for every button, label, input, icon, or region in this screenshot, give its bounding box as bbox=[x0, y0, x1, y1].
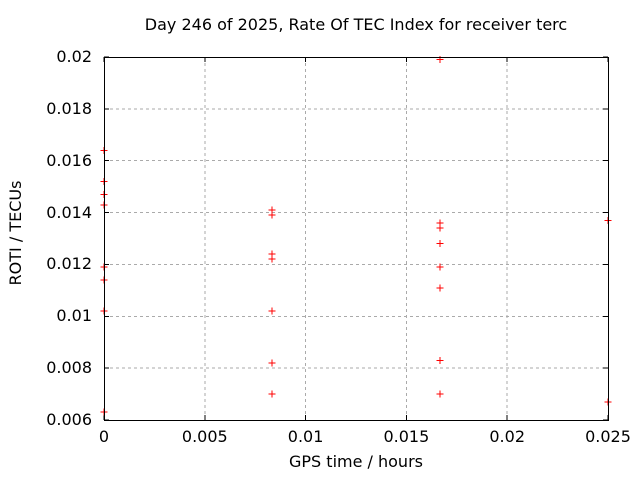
y-tick-label: 0.006 bbox=[46, 410, 92, 429]
x-tick-label: 0 bbox=[98, 427, 110, 446]
y-tick-label: 0.018 bbox=[46, 98, 92, 118]
data-point-marker bbox=[436, 284, 444, 292]
x-tick-label: 0.02 bbox=[489, 427, 525, 446]
y-tick-label: 0.008 bbox=[46, 358, 92, 378]
data-point-marker bbox=[436, 390, 444, 398]
x-tick-label: 0.005 bbox=[181, 427, 228, 446]
x-tick-label: 0.025 bbox=[585, 427, 631, 446]
plot-border bbox=[104, 57, 609, 421]
x-tick-label: 0.01 bbox=[287, 427, 324, 446]
data-point-marker bbox=[436, 356, 444, 364]
data-point-marker bbox=[268, 359, 276, 367]
chart-title: Day 246 of 2025, Rate Of TEC Index for r… bbox=[144, 15, 568, 34]
x-axis-label: GPS time / hours bbox=[289, 452, 423, 471]
x-tick-label: 0.015 bbox=[383, 427, 430, 446]
y-tick-label: 0.014 bbox=[46, 202, 92, 222]
data-point-marker bbox=[268, 307, 276, 315]
data-point-marker bbox=[436, 224, 444, 232]
y-tick-label: 0.01 bbox=[56, 306, 92, 326]
data-point-marker bbox=[268, 390, 276, 398]
data-point-marker bbox=[268, 255, 276, 263]
y-tick-label: 0.016 bbox=[46, 150, 92, 170]
data-point-marker bbox=[268, 211, 276, 219]
y-tick-label: 0.012 bbox=[46, 254, 92, 274]
data-point-marker bbox=[436, 263, 444, 271]
y-tick-label: 0.02 bbox=[56, 47, 92, 66]
data-point-marker bbox=[436, 240, 444, 248]
